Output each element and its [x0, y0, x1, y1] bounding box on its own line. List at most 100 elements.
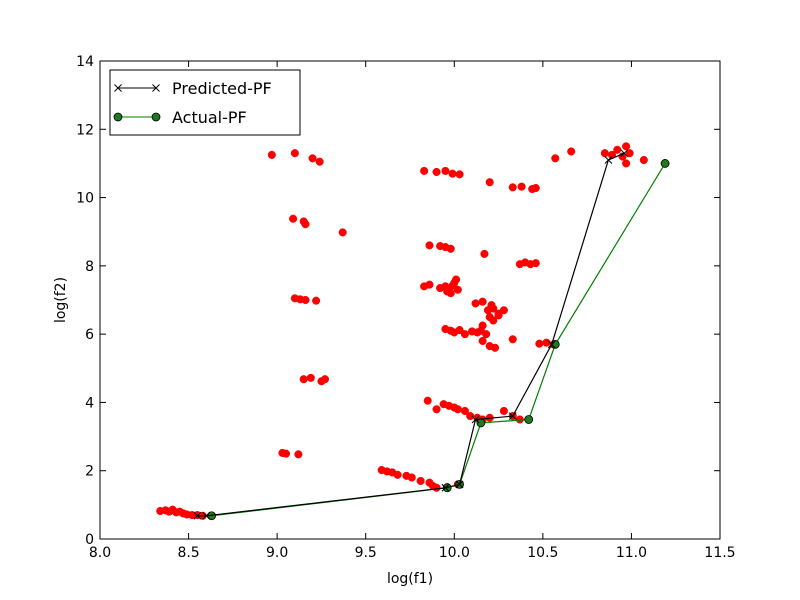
- legend-entry-actual-pf: Actual-PF: [113, 108, 247, 127]
- plot-area-frame: [99, 60, 721, 540]
- scatter-point: [487, 301, 496, 310]
- legend-label-predicted-pf: Predicted-PF: [172, 79, 272, 98]
- scatter-point: [453, 285, 462, 294]
- scatter-point: [551, 154, 560, 163]
- x-tick-label: 8.5: [177, 545, 199, 561]
- predicted-pf-point: [202, 511, 211, 520]
- scatter-point: [567, 147, 576, 156]
- actual-pf-point: [660, 159, 670, 168]
- actual-pf-line: [211, 163, 666, 517]
- x-axis-label: log(f1): [387, 571, 433, 587]
- x-tick-label: 9.0: [266, 545, 288, 561]
- scatter-point: [490, 343, 500, 352]
- scatter-point: [531, 259, 540, 268]
- actual-pf-point: [524, 415, 534, 424]
- scatter-point: [320, 375, 330, 384]
- legend-entry-predicted-pf: Predicted-PF: [114, 79, 272, 98]
- scatter-point: [622, 142, 631, 151]
- scatter-point: [452, 275, 461, 284]
- pareto-front-lines: [193, 149, 670, 521]
- y-tick-label: 14: [76, 54, 94, 70]
- x-tick-label: 8.0: [89, 545, 111, 561]
- legend: Predicted-PF Actual-PF: [109, 69, 301, 136]
- scatter-point: [478, 297, 487, 306]
- x-marker-stroke: [455, 480, 464, 489]
- scatter-point: [455, 170, 464, 179]
- predicted-pf-point: [193, 511, 202, 520]
- scatter-point: [407, 473, 416, 482]
- scatter-point: [482, 330, 491, 339]
- legend-x-marker: [114, 84, 122, 92]
- legend-x-marker: [152, 84, 160, 92]
- scatter-point: [453, 405, 462, 414]
- x-marker-stroke: [193, 511, 202, 520]
- scatter-point: [478, 336, 487, 346]
- predicted-pf-line: [197, 152, 625, 517]
- x-marker-stroke: [508, 412, 517, 420]
- x-tick-label: 11.0: [616, 545, 647, 561]
- scatter-point: [312, 296, 321, 305]
- x-marker-stroke: [620, 149, 629, 158]
- scatter-point: [455, 325, 464, 335]
- scatter-point: [267, 150, 276, 159]
- scatter-point: [466, 412, 475, 421]
- legend-circle-marker: [113, 112, 123, 122]
- predicted-pf-point: [455, 480, 464, 489]
- predicted-pf-point: [471, 415, 480, 424]
- scatter-point: [294, 450, 303, 459]
- scatter-point: [420, 166, 429, 175]
- scatter-point: [443, 287, 452, 296]
- y-tick-label: 12: [76, 122, 94, 138]
- y-tick-label: 10: [76, 191, 94, 207]
- scatter-point: [480, 249, 489, 258]
- scatter-point: [471, 299, 480, 308]
- scatter-point: [432, 483, 441, 492]
- scatter-point: [499, 306, 508, 315]
- scatter-point: [460, 406, 469, 416]
- scatter-point: [499, 406, 508, 416]
- x-marker-stroke: [114, 84, 122, 92]
- scatter-point: [625, 149, 634, 158]
- legend-actual-markers: [113, 112, 161, 122]
- scatter-point: [489, 316, 498, 325]
- scatter-point: [301, 220, 310, 229]
- axis-ticks: [99, 60, 721, 540]
- x-tick-label: 11.5: [704, 545, 735, 561]
- scatter-point: [338, 228, 347, 237]
- scatter-point: [425, 280, 434, 289]
- predicted-pf-point: [620, 149, 629, 158]
- legend-box: [109, 69, 301, 136]
- scatter-point: [531, 183, 540, 193]
- scatter-point: [517, 182, 526, 191]
- scatter-point: [393, 470, 402, 479]
- scatter-point: [542, 338, 551, 347]
- x-tick-label: 10.5: [527, 545, 558, 561]
- x-marker-stroke: [202, 511, 211, 520]
- scatter-point: [416, 476, 425, 486]
- scatter-point: [299, 375, 308, 384]
- scatter-point: [281, 449, 291, 458]
- scatter-points: [156, 142, 648, 520]
- scatter-point: [441, 166, 450, 175]
- scatter-point: [485, 178, 494, 187]
- x-tick-labels: 8.0 8.5 9.0 9.5 10.0 10.5 11.0 11.5: [89, 545, 736, 561]
- scatter-point: [423, 396, 432, 405]
- x-marker-stroke: [152, 84, 160, 92]
- predicted-pf-point: [604, 156, 613, 164]
- x-marker-stroke: [547, 340, 556, 349]
- y-tick-labels: 0 2 4 6 8 10 12 14: [76, 54, 94, 548]
- scatter-point: [508, 335, 517, 344]
- scatter-point: [432, 167, 441, 177]
- scatter-point: [446, 244, 455, 253]
- x-marker-stroke: [471, 415, 480, 424]
- y-tick-label: 4: [85, 395, 94, 411]
- scatter-point: [613, 145, 622, 154]
- scatter-point: [460, 330, 469, 339]
- scatter-point: [290, 149, 299, 158]
- scatter-point: [289, 214, 298, 223]
- scatter-point: [306, 373, 315, 382]
- actual-pf-point: [476, 418, 486, 428]
- x-marker-stroke: [441, 483, 450, 492]
- scatter-point: [448, 169, 457, 178]
